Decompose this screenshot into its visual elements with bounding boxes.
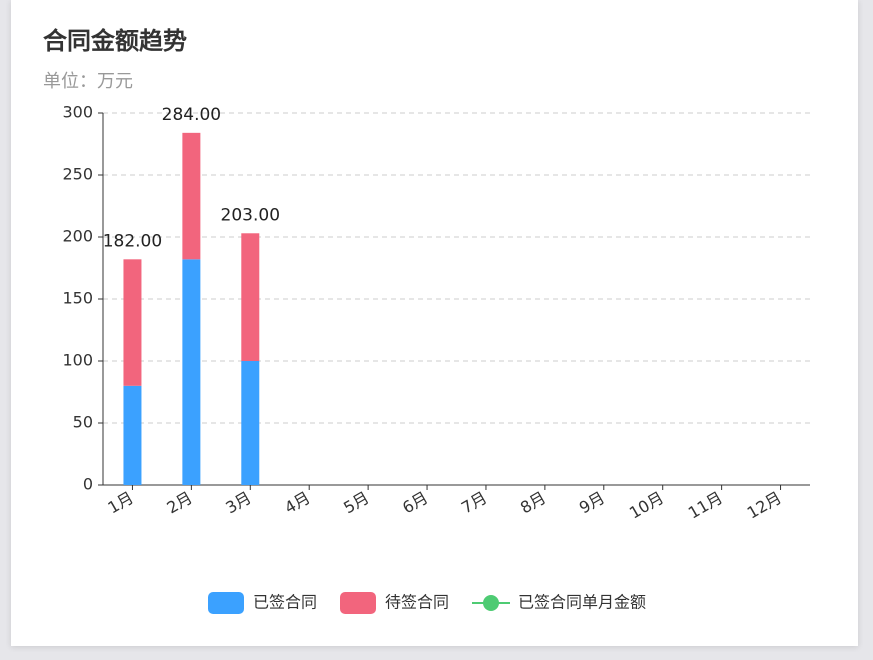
legend-label: 待签合同: [385, 593, 449, 612]
x-tick-label: 5月: [340, 488, 372, 518]
total-label: 182.00: [103, 231, 162, 251]
legend-swatch: [340, 592, 376, 614]
x-tick-label: 4月: [281, 488, 313, 518]
legend-label: 已签合同单月金额: [518, 593, 646, 612]
x-tick-label: 12月: [744, 488, 785, 523]
bar: [123, 385, 142, 485]
y-tick-label: 300: [62, 103, 93, 122]
y-tick-label: 100: [62, 351, 93, 370]
legend-swatch: [208, 592, 244, 614]
y-tick-label: 0: [83, 475, 93, 494]
bar: [241, 233, 260, 361]
bar: [182, 132, 201, 260]
bar: [123, 259, 142, 386]
x-tick-label: 6月: [399, 488, 431, 518]
x-tick-label: 2月: [163, 488, 195, 518]
y-tick-label: 50: [73, 413, 93, 432]
x-tick-label: 8月: [517, 488, 549, 518]
legend-swatch: [483, 595, 499, 611]
bar: [182, 259, 201, 485]
total-label: 203.00: [221, 205, 280, 225]
y-tick-label: 150: [62, 289, 93, 308]
chart-subtitle: 单位：万元: [43, 71, 133, 92]
x-tick-label: 11月: [685, 488, 726, 523]
x-tick-label: 9月: [576, 488, 608, 518]
total-label: 284.00: [162, 105, 221, 125]
y-tick-label: 200: [62, 227, 93, 246]
x-tick-label: 3月: [222, 488, 254, 518]
y-tick-label: 250: [62, 165, 93, 184]
legend-label: 已签合同: [253, 593, 317, 612]
x-tick-label: 7月: [458, 488, 490, 518]
card: [11, 0, 858, 646]
chart-title: 合同金额趋势: [43, 27, 187, 55]
x-tick-label: 10月: [626, 488, 667, 523]
bar: [241, 361, 260, 485]
x-tick-label: 1月: [105, 488, 137, 518]
